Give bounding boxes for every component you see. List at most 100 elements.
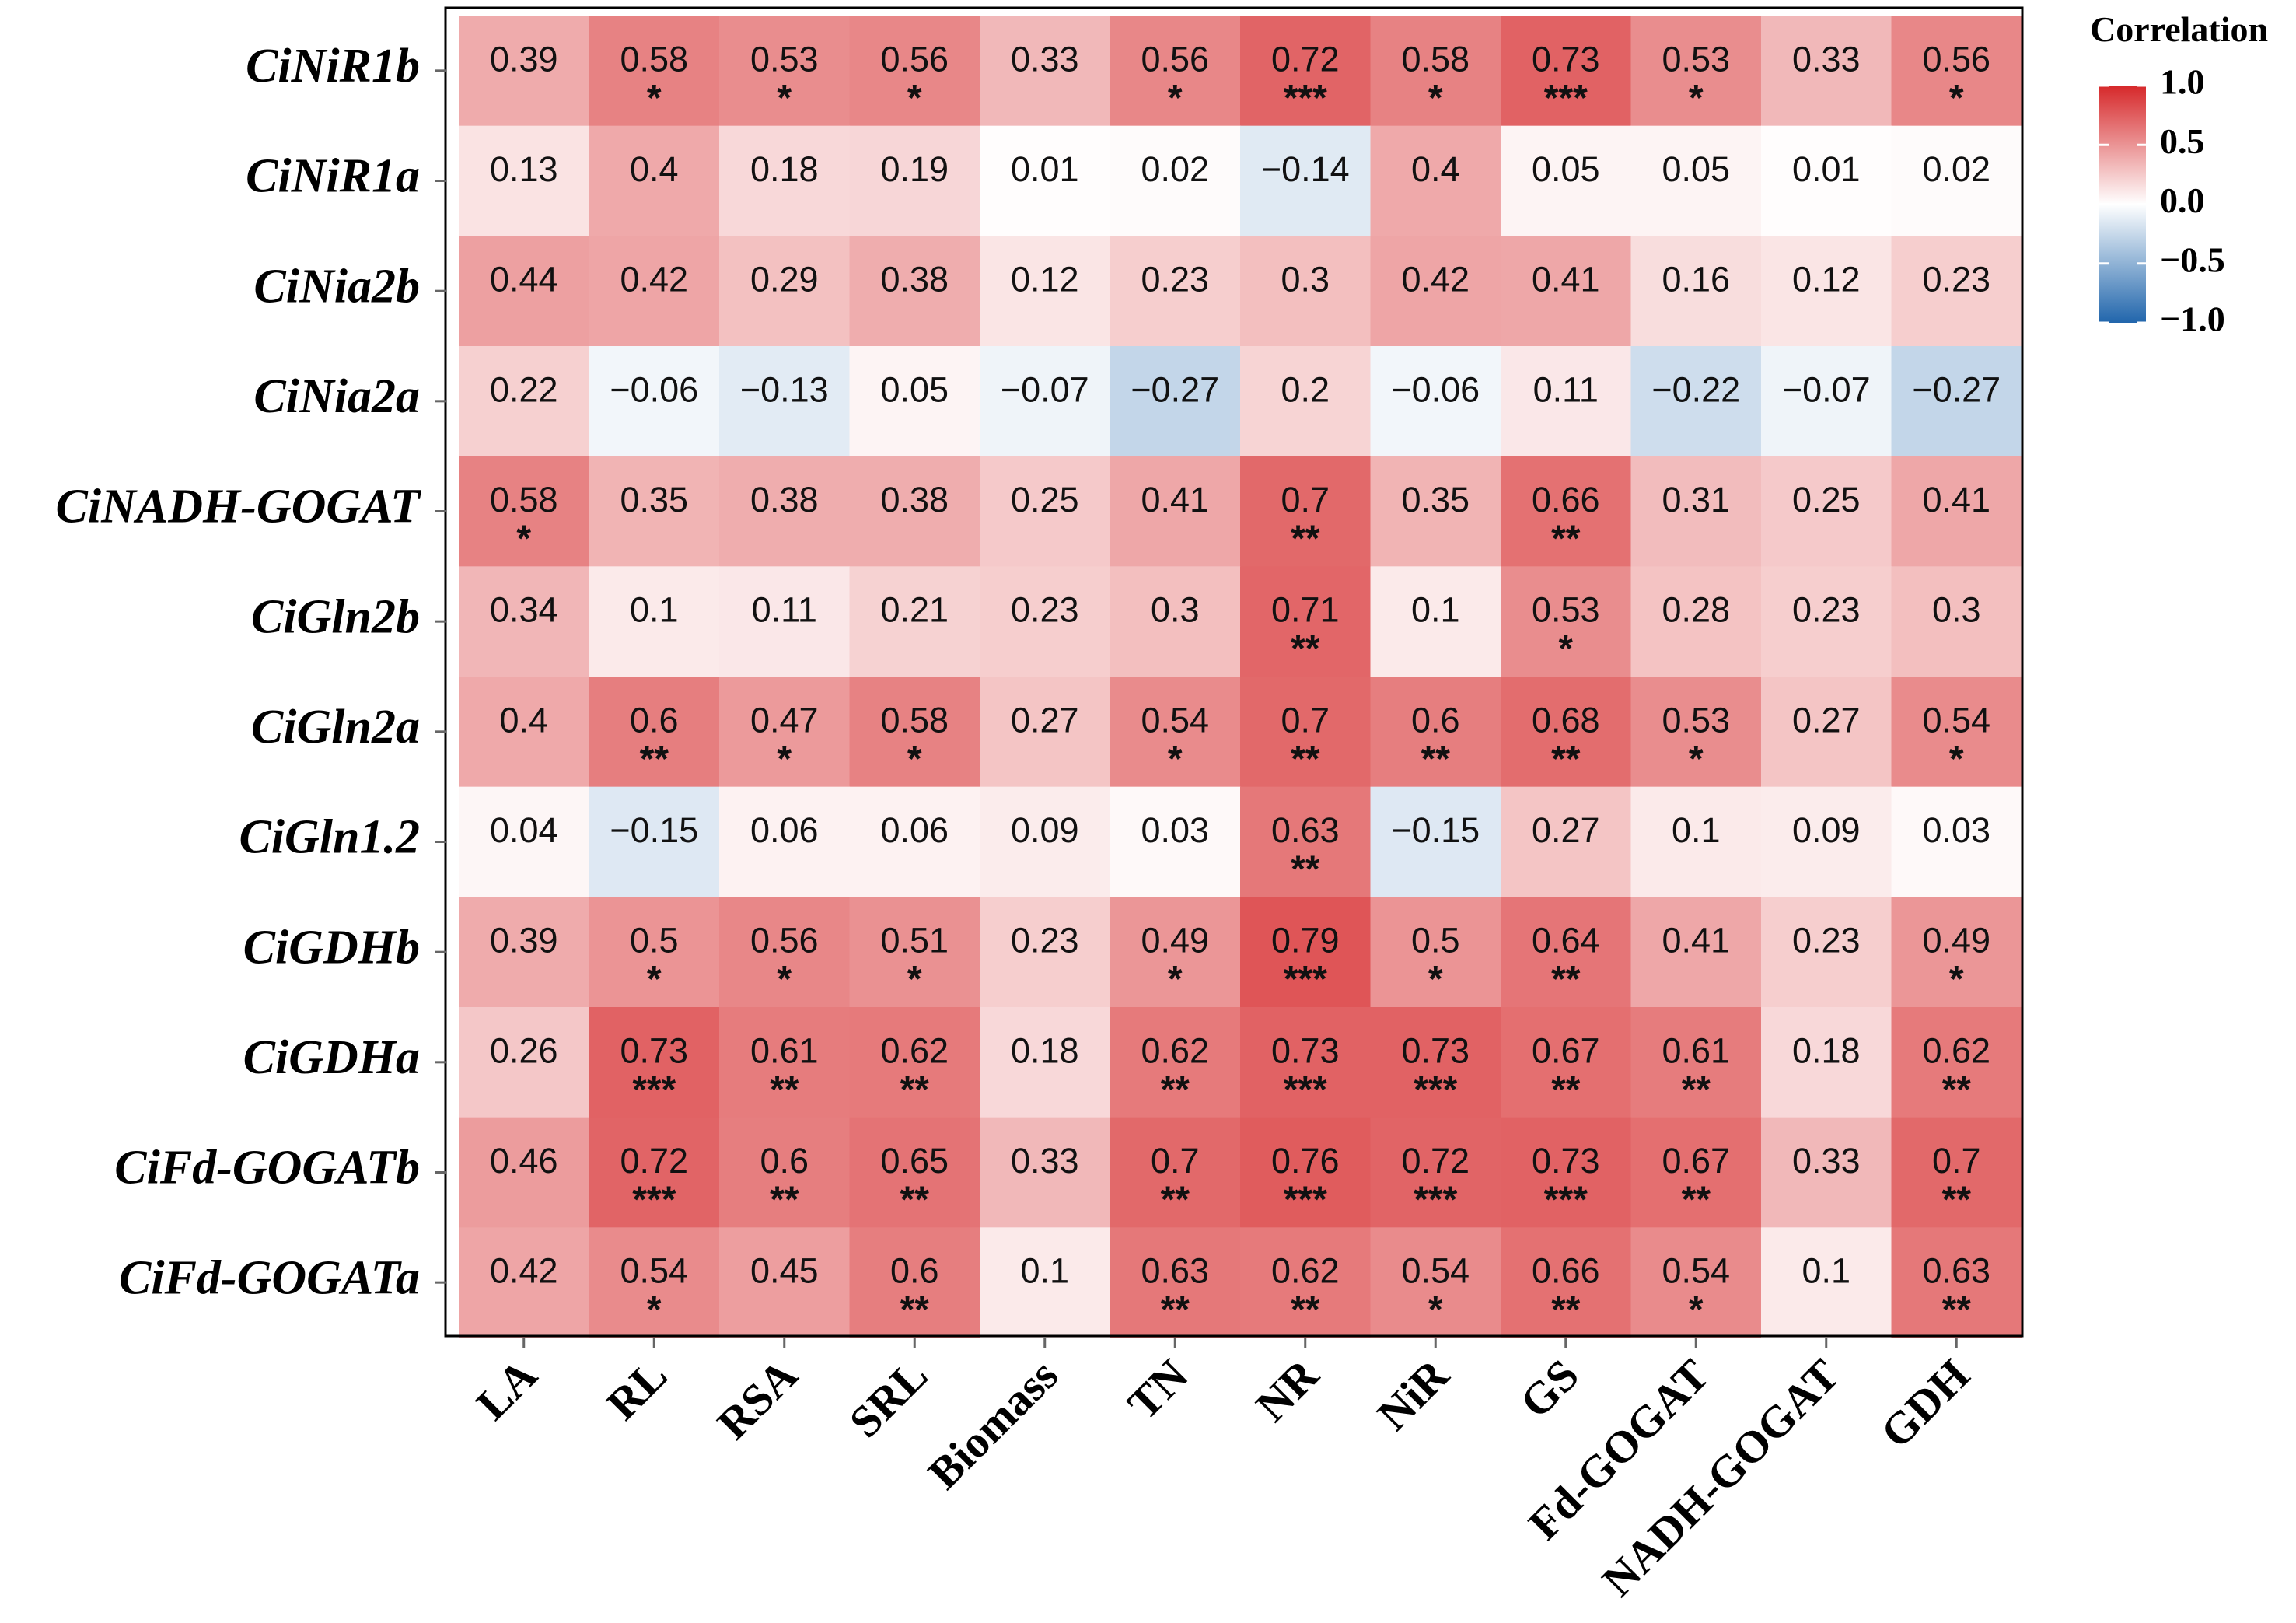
cell-value-label: 0.49 — [1141, 921, 1209, 960]
cell-significance-label: * — [516, 519, 531, 560]
row-label: CiNiR1b — [246, 40, 420, 93]
heatmap-cell — [1761, 786, 1892, 897]
cell-value-label: 0.09 — [1792, 810, 1861, 850]
cell-significance-label: *** — [1284, 1180, 1327, 1221]
heatmap-cell — [1630, 125, 1762, 236]
cell-value-label: 0.23 — [1011, 921, 1079, 960]
heatmap-cell — [1761, 1117, 1892, 1228]
heatmap-cell — [459, 236, 590, 347]
cell-value-label: 0.2 — [1281, 369, 1330, 409]
cell-value-label: 0.7 — [1281, 480, 1330, 519]
cell-value-label: 0.3 — [1281, 260, 1330, 299]
heatmap-cell — [459, 786, 590, 897]
heatmap-cell — [1501, 677, 1632, 788]
heatmap-cell — [1110, 897, 1241, 1008]
heatmap-cell — [1240, 1007, 1372, 1118]
heatmap-cell — [589, 16, 720, 127]
heatmap-cell — [1630, 16, 1762, 127]
cell-value-label: 0.39 — [490, 39, 558, 79]
heatmap-cell — [1370, 566, 1501, 677]
heatmap-cell — [849, 346, 980, 457]
heatmap-cell — [980, 897, 1111, 1008]
cell-significance-label: * — [1168, 959, 1183, 1000]
heatmap-cell — [589, 786, 720, 897]
cell-value-label: 0.6 — [630, 700, 679, 740]
cell-value-label: 0.54 — [620, 1251, 688, 1291]
cell-significance-label: ** — [1291, 628, 1320, 670]
cell-significance-label: ** — [1161, 1069, 1190, 1111]
heatmap-cell — [1891, 1117, 2022, 1228]
heatmap-cell — [1761, 1227, 1892, 1338]
cell-significance-label: ** — [1291, 1289, 1320, 1331]
heatmap-cell — [459, 1117, 590, 1228]
cell-value-label: 0.1 — [630, 590, 679, 630]
heatmap-cell — [589, 456, 720, 567]
heatmap-cell — [1501, 1117, 1632, 1228]
column-label: SRL — [840, 1349, 938, 1447]
cell-value-label: 0.72 — [1271, 39, 1340, 79]
heatmap-cell — [1891, 1227, 2022, 1338]
cell-value-label: 0.51 — [880, 921, 949, 960]
row-label: CiFd-GOGATb — [114, 1142, 420, 1195]
cell-value-label: 0.13 — [490, 149, 558, 189]
heatmap-cell — [980, 236, 1111, 347]
cell-value-label: 0.62 — [1141, 1030, 1209, 1070]
heatmap-cell — [1370, 1117, 1501, 1228]
cell-value-label: 0.4 — [499, 700, 548, 740]
cell-value-label: 0.11 — [1533, 369, 1599, 409]
cell-significance-label: ** — [770, 1069, 799, 1111]
cell-value-label: 0.18 — [1792, 1030, 1861, 1070]
cell-value-label: 0.21 — [880, 590, 949, 630]
cell-significance-label: * — [647, 1289, 662, 1331]
cell-value-label: 0.73 — [1532, 1141, 1600, 1181]
cell-value-label: 0.79 — [1271, 921, 1340, 960]
cell-value-label: 0.4 — [1411, 149, 1460, 189]
heatmap-cell — [459, 1007, 590, 1118]
heatmap-cell — [980, 677, 1111, 788]
cell-significance-label: ** — [1291, 519, 1320, 560]
heatmap-cell — [1240, 566, 1372, 677]
heatmap-cell — [1370, 1227, 1501, 1338]
heatmap-cell — [980, 566, 1111, 677]
heatmap-cell — [1891, 677, 2022, 788]
heatmap-cell — [849, 1117, 980, 1228]
heatmap-cell — [1630, 346, 1762, 457]
cell-value-label: 0.47 — [750, 700, 819, 740]
cell-value-label: 0.27 — [1011, 700, 1079, 740]
cell-value-label: 0.73 — [620, 1030, 688, 1070]
cell-value-label: 0.62 — [1922, 1030, 1990, 1070]
column-label: GS — [1510, 1349, 1588, 1428]
cell-significance-label: ** — [640, 739, 669, 780]
heatmap-cell — [980, 786, 1111, 897]
cell-value-label: 0.27 — [1792, 700, 1861, 740]
cell-value-label: 0.56 — [1922, 39, 1990, 79]
heatmap-cell — [1370, 1007, 1501, 1118]
cell-value-label: 0.6 — [890, 1251, 939, 1291]
cell-value-label: 0.67 — [1532, 1030, 1600, 1070]
heatmap-cell — [1110, 125, 1241, 236]
column-label: LA — [467, 1349, 547, 1429]
heatmap-cell — [980, 16, 1111, 127]
heatmap-cell — [1891, 786, 2022, 897]
cell-significance-label: * — [1949, 959, 1964, 1000]
cell-value-label: −0.14 — [1261, 149, 1350, 189]
cell-significance-label: ** — [1161, 1180, 1190, 1221]
heatmap-cell — [459, 456, 590, 567]
cell-value-label: 0.35 — [620, 480, 688, 519]
cell-value-label: 0.05 — [1532, 149, 1600, 189]
cell-value-label: 0.02 — [1141, 149, 1209, 189]
cell-value-label: 0.3 — [1151, 590, 1200, 630]
heatmap-cell — [1370, 16, 1501, 127]
heatmap-cell — [980, 346, 1111, 457]
cell-significance-label: * — [1168, 739, 1183, 780]
cell-significance-label: * — [1949, 78, 1964, 119]
cell-significance-label: ** — [1421, 739, 1451, 780]
heatmap-cell — [1240, 16, 1372, 127]
cell-value-label: 0.19 — [880, 149, 949, 189]
heatmap-cell — [459, 125, 590, 236]
heatmap-cell — [589, 1227, 720, 1338]
cell-value-label: 0.7 — [1932, 1141, 1981, 1181]
heatmap-cell — [589, 897, 720, 1008]
cell-significance-label: ** — [1551, 1069, 1581, 1111]
heatmap-cell — [459, 897, 590, 1008]
